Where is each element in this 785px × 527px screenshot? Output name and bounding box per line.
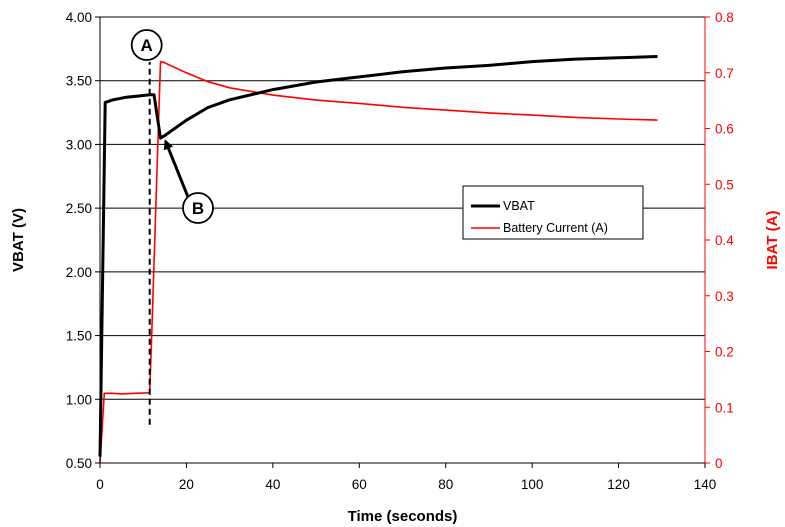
left-tick-label: 4.00: [66, 10, 92, 25]
x-tick-label: 80: [438, 477, 453, 492]
x-tick-label: 140: [694, 477, 717, 492]
left-tick-label: 2.50: [66, 201, 92, 216]
right-tick-label: 0.5: [715, 177, 734, 192]
marker-b-label: B: [192, 199, 204, 218]
right-tick-label: 0.2: [715, 345, 734, 360]
marker-b-circle: [182, 192, 214, 224]
tick-labels: 0.501.001.502.002.503.003.504.000 20 40 60 8…: [66, 10, 735, 492]
right-tick-label: 0.7: [715, 66, 734, 81]
x-tick-label: 60: [352, 477, 367, 492]
right-tick-label: 0: [715, 456, 723, 471]
left-y-axis-title: VBAT (V): [10, 208, 27, 272]
left-tick-label: 3.50: [66, 74, 92, 89]
legend-label-current: Battery Current (A): [503, 221, 608, 235]
x-tick-label: 40: [265, 477, 280, 492]
left-tick-label: 3.00: [66, 137, 92, 152]
left-tick-label: 1.00: [66, 392, 92, 407]
marker-a-circle: [130, 29, 163, 61]
left-tick-label: 0.50: [66, 456, 92, 471]
right-tick-label: 0.3: [715, 289, 734, 304]
annotations: AB: [130, 29, 214, 425]
x-axis-title: Time (seconds): [348, 508, 458, 525]
marker-b-arrow: [163, 139, 190, 198]
series-layer: [98, 55, 658, 464]
right-tick-label: 0.1: [715, 400, 734, 415]
legend-label-vbat: VBAT: [503, 199, 535, 213]
x-tick-label: 0: [96, 477, 104, 492]
x-tick-label: 20: [179, 477, 194, 492]
right-y-axis-title: IBAT (A): [764, 211, 781, 270]
x-tick-label: 100: [521, 477, 544, 492]
right-tick-label: 0.4: [715, 233, 734, 248]
right-tick-label: 0.8: [715, 10, 734, 25]
left-tick-label: 1.50: [66, 329, 92, 344]
left-tick-label: 2.00: [66, 265, 92, 280]
x-tick-label: 120: [607, 477, 630, 492]
right-tick-label: 0.6: [715, 122, 734, 137]
legend: VBAT Battery Current (A): [462, 185, 644, 240]
series-line-battery-current: [99, 60, 658, 464]
legend-box: [462, 185, 644, 240]
series-line-vbat: [98, 55, 658, 457]
marker-a-label: A: [141, 36, 153, 55]
